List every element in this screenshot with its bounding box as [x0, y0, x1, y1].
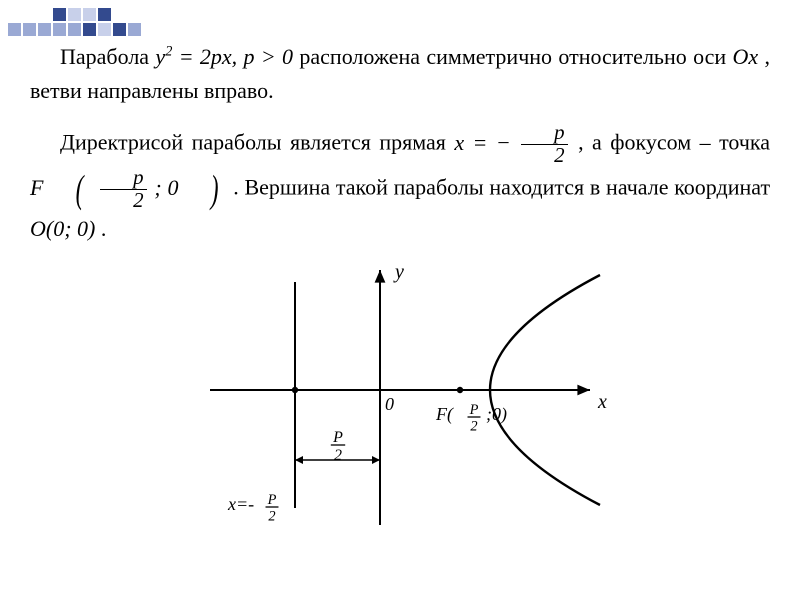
- decor-square: [128, 23, 141, 36]
- decor-square: [23, 8, 36, 21]
- svg-text:у: у: [393, 261, 404, 283]
- decor-square: [98, 23, 111, 36]
- p2-text-c: . Вершина такой параболы находится в нач…: [233, 175, 770, 200]
- p2-directrix-eq: x = − p 2: [454, 130, 578, 155]
- decor-square: [113, 23, 126, 36]
- p1-eq-rest: = 2px, p > 0: [172, 44, 293, 69]
- svg-text:;0): ;0): [486, 404, 507, 425]
- paragraph-1: Парабола y2 = 2px, p > 0 расположена сим…: [30, 40, 770, 108]
- p2-focus-num: p: [100, 167, 146, 189]
- diagram-container: уx0F(P2;0)P2x=-P2: [30, 260, 770, 555]
- decor-square: [68, 8, 81, 21]
- decor-square: [8, 23, 21, 36]
- p2-focus-frac: p 2: [100, 167, 146, 212]
- p2-focus-rest: ; 0: [154, 175, 178, 200]
- p2-dir-den: 2: [521, 144, 567, 167]
- svg-text:2: 2: [334, 447, 342, 464]
- p1-axis: Ox: [733, 44, 759, 69]
- svg-text:F(: F(: [435, 404, 454, 425]
- decor-square: [113, 8, 126, 21]
- p2-origin: O(0; 0): [30, 216, 95, 241]
- parabola-diagram: уx0F(P2;0)P2x=-P2: [180, 260, 620, 550]
- svg-text:P: P: [267, 492, 277, 508]
- decor-strip: [8, 8, 141, 36]
- p2-text-a: Директрисой параболы является прямая: [60, 130, 454, 155]
- decor-square: [98, 8, 111, 21]
- decor-square: [53, 23, 66, 36]
- decor-square: [53, 8, 66, 21]
- p2-focus-F: F: [30, 175, 43, 200]
- decor-square: [83, 23, 96, 36]
- p2-dir-lhs: x = −: [454, 130, 510, 155]
- svg-text:x: x: [597, 391, 607, 413]
- p1-equation: y2 = 2px, p > 0: [155, 44, 299, 69]
- p2-focus: F ( p 2 ; 0 ): [30, 175, 233, 200]
- svg-text:P: P: [469, 402, 479, 418]
- slide-content: Парабола y2 = 2px, p > 0 расположена сим…: [30, 40, 770, 555]
- svg-text:0: 0: [385, 394, 394, 414]
- p2-text-d: .: [101, 216, 107, 241]
- p2-focus-den: 2: [100, 189, 146, 212]
- p1-text-b: расположена симметрично относительно оси: [299, 44, 732, 69]
- p1-text-a: Парабола: [60, 44, 155, 69]
- decor-square: [23, 23, 36, 36]
- decor-square: [68, 23, 81, 36]
- paragraph-2: Директрисой параболы является прямая x =…: [30, 122, 770, 246]
- p2-dir-frac: p 2: [521, 122, 567, 167]
- p2-dir-num: p: [521, 122, 567, 144]
- p2-text-b: , а фокусом – точка: [578, 130, 770, 155]
- decor-square: [8, 8, 21, 21]
- svg-text:2: 2: [268, 508, 275, 524]
- decor-square: [38, 23, 51, 36]
- decor-square: [83, 8, 96, 21]
- svg-text:P: P: [332, 429, 343, 446]
- svg-text:x=-: x=-: [227, 494, 254, 514]
- p1-y: y: [155, 44, 165, 69]
- decor-square: [128, 8, 141, 21]
- decor-square: [38, 8, 51, 21]
- svg-text:2: 2: [470, 418, 477, 434]
